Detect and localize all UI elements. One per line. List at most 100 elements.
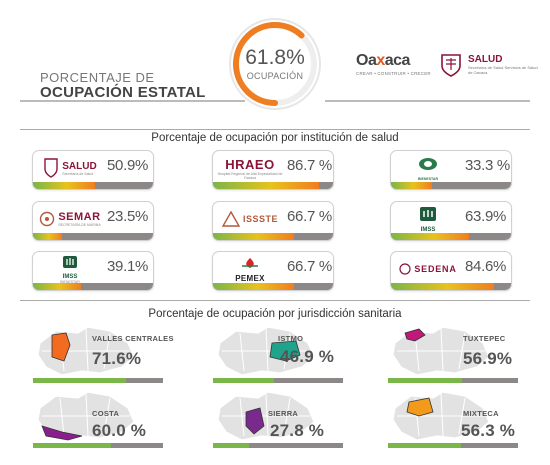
jurisdiction-region: VALLES CENTRALES 71.6% (30, 321, 195, 386)
oaxaca-map-icon (217, 391, 315, 441)
occupancy-bar-fill (33, 233, 62, 240)
institution-card: SEMAR SECRETARÍA DE MARINA 23.5% (32, 201, 154, 241)
institution-occupancy-value: 86.7 % (287, 157, 332, 174)
occupancy-bar-track (213, 443, 343, 448)
jurisdictions-section-title: Porcentaje de ocupación por jurisdicción… (148, 308, 402, 320)
occupancy-bar-fill (388, 378, 462, 383)
brand-word-x: x (376, 52, 385, 69)
jurisdiction-name: ISTMO (278, 334, 304, 343)
occupancy-bar-fill (33, 443, 111, 448)
occupancy-bar-fill (213, 283, 294, 290)
sedena-logo: SEDENA (395, 256, 461, 282)
header-divider-left (20, 100, 245, 102)
hraeo-logo: HRAEO Hospital Regional de Alta Especiali… (217, 155, 283, 181)
occupancy-bar-fill (213, 182, 319, 189)
pemex-logo: PEMEX (217, 256, 283, 283)
jurisdiction-name: TUXTEPEC (463, 334, 506, 343)
jurisdiction-occupancy-value: 60.0 % (92, 421, 147, 440)
salud-header-sub: Secretaría de Salud Servicios de Salud d… (468, 65, 538, 75)
card-logo-text: IMSS (420, 226, 436, 233)
imss-bienestar-logo: IMSS BIENESTAR (37, 255, 103, 284)
occupancy-bar-fill (388, 443, 461, 448)
oaxaca-map-icon (392, 326, 490, 376)
imss-emblem-icon (420, 206, 436, 221)
institution-occupancy-value: 23.5% (107, 208, 149, 225)
state-crest-icon (441, 54, 461, 77)
institution-occupancy-value: 84.6% (465, 258, 507, 275)
institution-card: IMSS BIENESTAR 39.1% (32, 251, 154, 291)
card-logo-text: IMSS (62, 273, 78, 280)
card-logo-text: ISSSTE (242, 214, 278, 224)
semar-emblem-icon (40, 211, 55, 227)
highlighted-jurisdiction (41, 425, 83, 441)
card-logo-sub: BIENESTAR (418, 176, 438, 181)
institution-occupancy-value: 33.3 % (465, 157, 510, 174)
salud-crest-icon (44, 158, 58, 178)
salud-logo: SALUD Secretaría de Salud (37, 155, 103, 181)
card-logo-text: PEMEX (235, 273, 265, 283)
imss-logo: IMSS (395, 206, 461, 233)
issste-logo: ISSSTE (217, 206, 283, 232)
brand-word-b: aca (384, 52, 411, 69)
brand-tagline: CREAR • CONSTRUIR • CRECER (356, 71, 431, 76)
card-logo-text: SEDENA (414, 264, 457, 274)
jurisdiction-region: MIXTECA 56.3 % (385, 386, 550, 451)
sedena-emblem-icon (399, 263, 411, 275)
imss-bienestar-emblem-icon (62, 255, 77, 268)
jurisdiction-occupancy-value: 71.6% (92, 349, 142, 368)
state-occupancy-gauge: 61.8% OCUPACIÓN (227, 16, 323, 112)
card-logo-text: HRAEO (225, 156, 275, 172)
occupancy-bar-fill (391, 283, 494, 290)
oaxaca-map-icon (217, 326, 315, 376)
occupancy-bar-fill (213, 233, 294, 240)
jurisdiction-occupancy-value: 27.8 % (270, 421, 325, 440)
highlighted-jurisdiction (406, 397, 434, 417)
pemex-emblem-icon (241, 257, 258, 268)
highlighted-jurisdiction (269, 340, 301, 362)
institution-card: PEMEX 66.7 % (212, 251, 334, 291)
institution-occupancy-value: 39.1% (107, 258, 149, 275)
institution-card: SEDENA 84.6% (390, 251, 512, 291)
occupancy-bar-fill (33, 283, 81, 290)
issste-emblem-icon (221, 211, 240, 227)
occupancy-bar-fill (391, 182, 432, 189)
jurisdiction-name: COSTA (92, 409, 120, 418)
jurisdiction-occupancy-value: 56.9% (463, 349, 513, 368)
institution-card: ISSSTE 66.7 % (212, 201, 334, 241)
jurisdiction-region: SIERRA 27.8 % (210, 386, 375, 451)
occupancy-bar-fill (391, 233, 469, 240)
semar-logo: SEMAR SECRETARÍA DE MARINA (37, 206, 103, 232)
institution-occupancy-value: 63.9% (465, 208, 507, 225)
occupancy-bar-fill (33, 182, 95, 189)
card-logo-sub: Secretaría de Salud (62, 171, 94, 176)
jurisdiction-region: COSTA 60.0 % (30, 386, 195, 451)
salud-header-logo: SALUD Secretaría de Salud Servicios de S… (468, 54, 538, 75)
institution-occupancy-value: 66.7 % (287, 208, 332, 225)
card-logo-sub: Hospital Regional de Alta Especialidad d… (217, 171, 283, 180)
oaxaca-map-icon (37, 391, 135, 441)
highlighted-jurisdiction (245, 407, 265, 435)
institution-card: BIENESTAR 33.3 % (390, 150, 512, 190)
header-divider-right (325, 100, 530, 102)
occupancy-bar-track (391, 182, 511, 189)
institution-occupancy-value: 50.9% (107, 157, 149, 174)
card-logo-text: SEMAR (58, 211, 101, 223)
gauge-label: OCUPACIÓN (246, 71, 304, 81)
institution-card: IMSS 63.9% (390, 201, 512, 241)
institution-card: SALUD Secretaría de Salud 50.9% (32, 150, 154, 190)
card-logo-text: SALUD (62, 160, 97, 172)
jurisdiction-occupancy-value: 56.3 % (461, 421, 516, 440)
institutions-section-divider (20, 129, 530, 130)
occupancy-bar-fill (33, 378, 126, 383)
jurisdiction-name: MIXTECA (463, 409, 499, 418)
institution-occupancy-value: 66.7 % (287, 258, 332, 275)
jurisdiction-region: TUXTEPEC 56.9% (385, 321, 550, 386)
jurisdictions-section-divider (20, 300, 530, 301)
institutions-section-title: Porcentaje de ocupación por institución … (151, 132, 399, 144)
bienestar-logo: BIENESTAR (395, 155, 461, 181)
occupancy-bar-track (33, 233, 153, 240)
highlighted-jurisdiction (404, 328, 426, 342)
header-title-line2: OCUPACIÓN ESTATAL (40, 84, 206, 101)
occupancy-bar-track (213, 378, 343, 383)
gauge-ring (229, 18, 321, 110)
